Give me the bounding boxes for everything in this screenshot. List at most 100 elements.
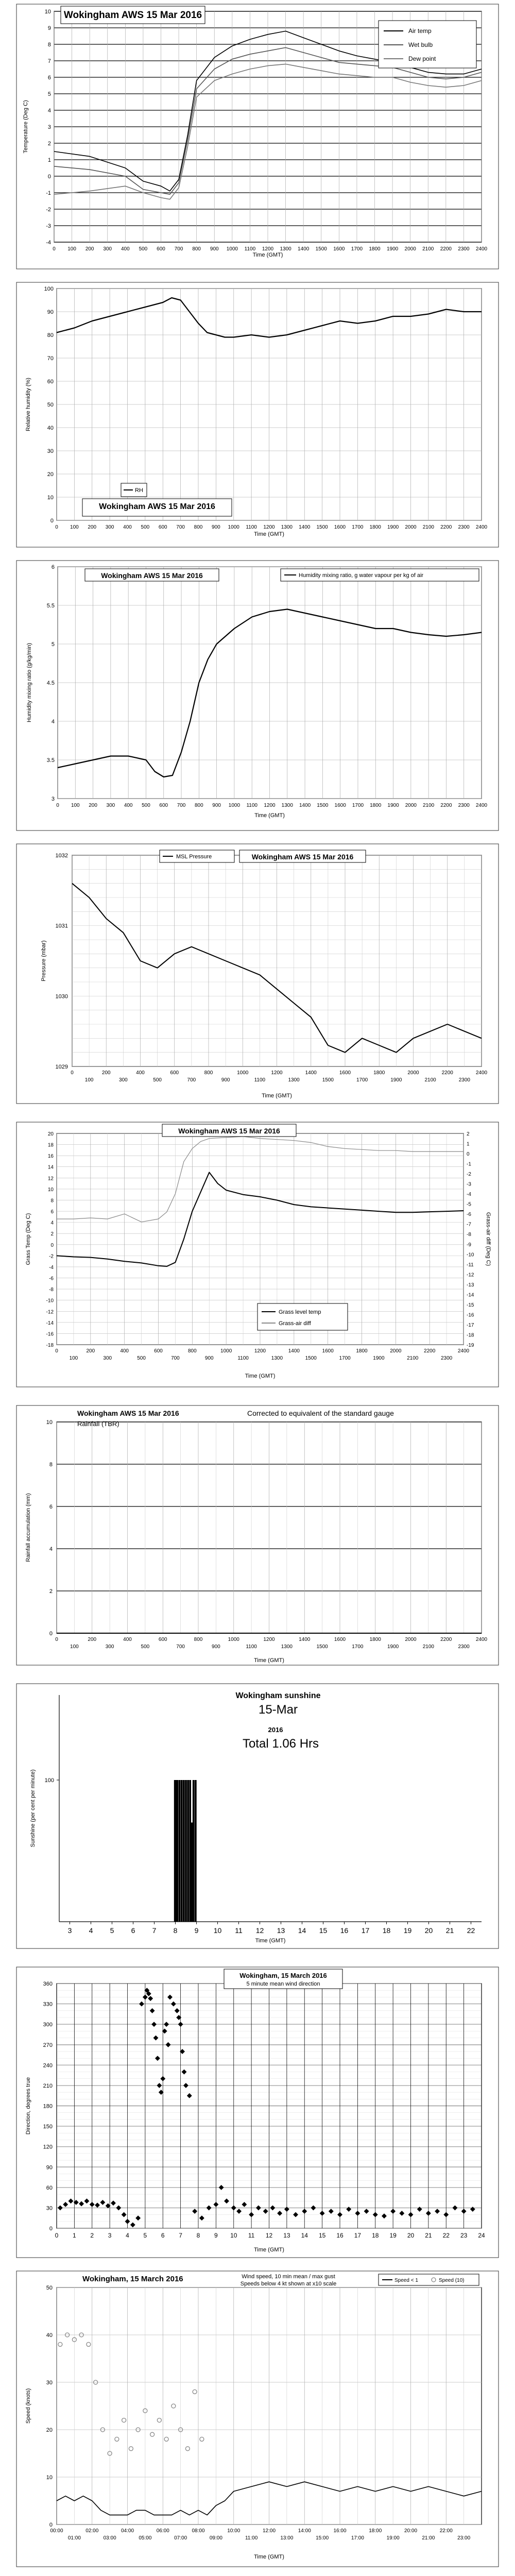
x-tick-label: 9 <box>214 2232 218 2239</box>
x-tick-label: 00:00 <box>50 2528 63 2534</box>
direction-point <box>390 2209 396 2214</box>
x-tick-label: 8 <box>174 1926 178 1935</box>
x-tick-label: 700 <box>187 1077 196 1083</box>
chart-subtitle: Rainfall (TBR) <box>77 1420 119 1428</box>
chart-note: Corrected to equivalent of the standard … <box>247 1409 394 1417</box>
y-tick-label: 70 <box>47 355 54 362</box>
y-tick-label: 4 <box>52 719 55 725</box>
x-tick-label: 0 <box>56 803 59 808</box>
x-tick-label: 900 <box>212 803 221 808</box>
y-tick-label: 4 <box>48 108 51 114</box>
y-tick-label: -2 <box>46 207 51 213</box>
chart-title: Wokingham AWS 15 Mar 2016 <box>252 853 354 861</box>
x-tick-label: 7 <box>179 2232 182 2239</box>
x-tick-label: 2300 <box>459 1077 471 1083</box>
sunshine-bar <box>175 1780 178 1922</box>
x-tick-label: 1700 <box>352 803 364 808</box>
x-tick-label: 14 <box>301 2232 308 2239</box>
x-tick-label: 2 <box>90 2232 94 2239</box>
x-tick-label: 700 <box>171 1355 180 1361</box>
direction-point <box>121 2212 127 2217</box>
y-tick-label: -6 <box>49 1276 54 1282</box>
x-axis-label: Time (GMT) <box>262 1093 292 1099</box>
y-tick-label: -4 <box>46 240 51 246</box>
y2-tick-label: -19 <box>467 1343 474 1348</box>
chart-subtitle: Wind speed, 10 min mean / max gust <box>242 2274 335 2280</box>
x-tick-label: 2300 <box>441 1355 453 1361</box>
x-tick-label: 3 <box>108 2232 112 2239</box>
direction-point <box>328 2209 334 2214</box>
x-tick-label: 11 <box>235 1926 243 1935</box>
x-tick-label: 1700 <box>352 524 364 530</box>
x-tick-label: 200 <box>85 246 94 252</box>
x-tick-label: 200 <box>88 1637 96 1642</box>
x-tick-label: 1300 <box>271 1355 283 1361</box>
x-axis-label: Time (GMT) <box>254 812 285 819</box>
legend-box <box>280 568 479 582</box>
x-tick-label: 1200 <box>271 1070 283 1076</box>
x-tick-label: 1600 <box>334 1637 346 1642</box>
x-tick-label: 15 <box>319 2232 326 2239</box>
x-tick-label: 400 <box>124 803 133 808</box>
gust-point <box>128 2446 134 2451</box>
x-tick-label: 1700 <box>351 246 363 252</box>
y-tick-label: 330 <box>43 2002 53 2008</box>
x-tick-label: 5 <box>110 1926 114 1935</box>
x-tick-label: 2100 <box>425 1077 437 1083</box>
legend-label: Speed < 1 <box>394 2278 418 2283</box>
y-tick-label: 8 <box>48 42 51 48</box>
sunshine-chart: 100 3 4 5 6 7 8 9 10 11 12 13 14 15 16 17 18 19 20 21 22 Woki… <box>16 1683 499 1949</box>
x-tick-label: 100 <box>70 1355 78 1361</box>
direction-point <box>443 2212 449 2217</box>
sunshine-bar <box>195 1780 197 1922</box>
x-tick-label: 1500 <box>317 524 329 530</box>
x-tick-label: 0 <box>71 1070 74 1076</box>
x-tick-label: 1600 <box>333 246 345 252</box>
x-tick-label: 16 <box>340 1926 349 1935</box>
x-tick-label: 2300 <box>458 246 470 252</box>
y-axis-label: Sunshine (per cent per minute) <box>30 1769 36 1847</box>
x-tick-label: 100 <box>67 246 76 252</box>
y-tick-label: 0 <box>50 1243 54 1248</box>
x-tick-label: 1900 <box>373 1355 385 1361</box>
legend-label: Humidity mixing ratio, g water vapour pe… <box>299 572 423 579</box>
x-tick-label: 12 <box>256 1926 264 1935</box>
x-tick-label: 400 <box>123 1637 132 1642</box>
direction-point <box>302 2209 307 2214</box>
legend-box <box>378 2274 479 2286</box>
y-tick-label: 50 <box>46 2285 53 2291</box>
x-tick-label: 1500 <box>317 1644 329 1650</box>
y-tick-label: 6 <box>52 564 55 570</box>
y2-tick-label: -3 <box>467 1182 471 1188</box>
y-tick-label: 30 <box>47 448 54 454</box>
x-tick-label: 2400 <box>476 1070 488 1076</box>
y-tick-label: 0 <box>49 2226 53 2232</box>
x-tick-label: 15:00 <box>316 2535 329 2541</box>
x-tick-label: 09:00 <box>210 2535 222 2541</box>
x-tick-label: 1800 <box>370 803 382 808</box>
x-tick-label: 1800 <box>356 1348 368 1354</box>
x-tick-label: 2300 <box>458 1644 470 1650</box>
x-tick-label: 2100 <box>407 1355 419 1361</box>
x-tick-label: 2000 <box>405 246 417 252</box>
y2-tick-label: 1 <box>467 1142 470 1147</box>
x-axis-label: Time (GMT) <box>255 1938 286 1944</box>
x-tick-label: 1500 <box>322 1077 334 1083</box>
y2-tick-label: -7 <box>467 1222 471 1228</box>
y-tick-label: 14 <box>48 1165 54 1171</box>
x-tick-label: 300 <box>106 1644 114 1650</box>
chart-title: Wokingham, 15 March 2016 <box>82 2275 183 2283</box>
series-line <box>56 1172 464 1267</box>
x-tick-label: 1000 <box>237 1070 249 1076</box>
x-tick-label: 20:00 <box>404 2528 417 2534</box>
x-tick-label: 1500 <box>316 246 328 252</box>
chart-subtitle: 5 minute mean wind direction <box>246 1981 320 1987</box>
series-line <box>57 608 482 778</box>
chart-title: Wokingham sunshine <box>235 1691 320 1700</box>
x-tick-label: 1100 <box>246 524 257 530</box>
y2-tick-label: -4 <box>467 1192 471 1197</box>
x-tick-label: 13:00 <box>280 2535 293 2541</box>
direction-point <box>263 2209 268 2214</box>
gust-point <box>164 2436 169 2442</box>
